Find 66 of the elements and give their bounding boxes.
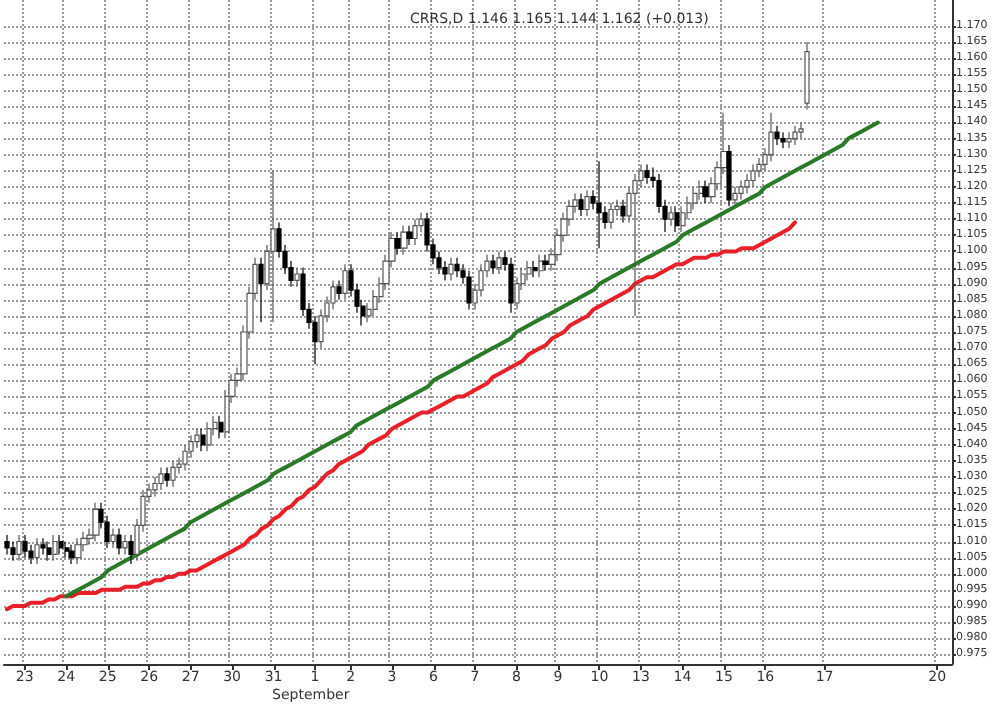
candlestick	[16, 534, 22, 562]
candlestick	[466, 270, 472, 311]
candlestick	[4, 534, 10, 556]
candlestick	[406, 225, 414, 246]
candlestick	[532, 260, 538, 278]
candlestick	[52, 534, 58, 562]
candlestick	[294, 266, 300, 288]
candlestick	[412, 218, 418, 246]
candlestick	[68, 544, 76, 565]
candlestick	[514, 276, 520, 311]
candlestick	[780, 131, 786, 149]
candlestick	[490, 254, 496, 275]
candlestick	[680, 205, 686, 233]
candlestick	[644, 163, 650, 185]
candlestick	[258, 257, 264, 323]
candlestick	[738, 179, 744, 201]
candlestick	[496, 250, 502, 275]
candlestick	[454, 257, 460, 278]
candlestick	[158, 466, 164, 491]
candlestick	[692, 186, 698, 211]
candlestick	[10, 540, 16, 562]
candlestick	[732, 186, 738, 207]
candlestick	[538, 254, 544, 278]
candlestick	[122, 534, 128, 556]
candlestick	[750, 163, 756, 188]
candlestick	[270, 170, 276, 323]
candlestick	[668, 205, 674, 227]
candlestick	[726, 144, 732, 207]
candlestick	[542, 254, 550, 272]
candlestick	[116, 528, 122, 556]
line-series	[4, 220, 797, 612]
candlestick	[804, 41, 810, 111]
candlestick	[170, 460, 176, 488]
candlestick	[584, 189, 590, 217]
candlestick	[92, 502, 100, 543]
candlestick	[608, 202, 614, 230]
candlestick	[774, 125, 780, 146]
candlestick	[342, 263, 348, 301]
candlestick	[526, 260, 532, 282]
candlestick	[64, 540, 70, 559]
candlestick	[206, 421, 212, 452]
candlestick	[58, 534, 64, 556]
candlestick	[164, 466, 170, 488]
candlestick	[34, 537, 40, 565]
candlestick	[40, 537, 46, 556]
candlestick	[508, 257, 514, 314]
candlestick	[74, 537, 82, 565]
candlestick	[674, 205, 680, 233]
candlestick	[578, 192, 584, 217]
candlestick	[394, 231, 402, 256]
line-series	[64, 120, 880, 599]
candlestick	[336, 279, 342, 301]
candlestick	[128, 534, 134, 565]
candlestick	[110, 528, 116, 549]
candlestick	[46, 540, 52, 562]
candlestick	[218, 415, 224, 439]
candlestick	[200, 428, 206, 452]
candlestick	[792, 125, 798, 146]
candlestick	[22, 534, 28, 559]
candlestick	[620, 199, 626, 224]
candlestick	[798, 121, 804, 140]
candlestick	[702, 179, 710, 204]
candlestick	[786, 131, 792, 149]
candlestick	[400, 225, 408, 256]
candlestick	[596, 160, 602, 249]
candlestick	[448, 257, 454, 282]
